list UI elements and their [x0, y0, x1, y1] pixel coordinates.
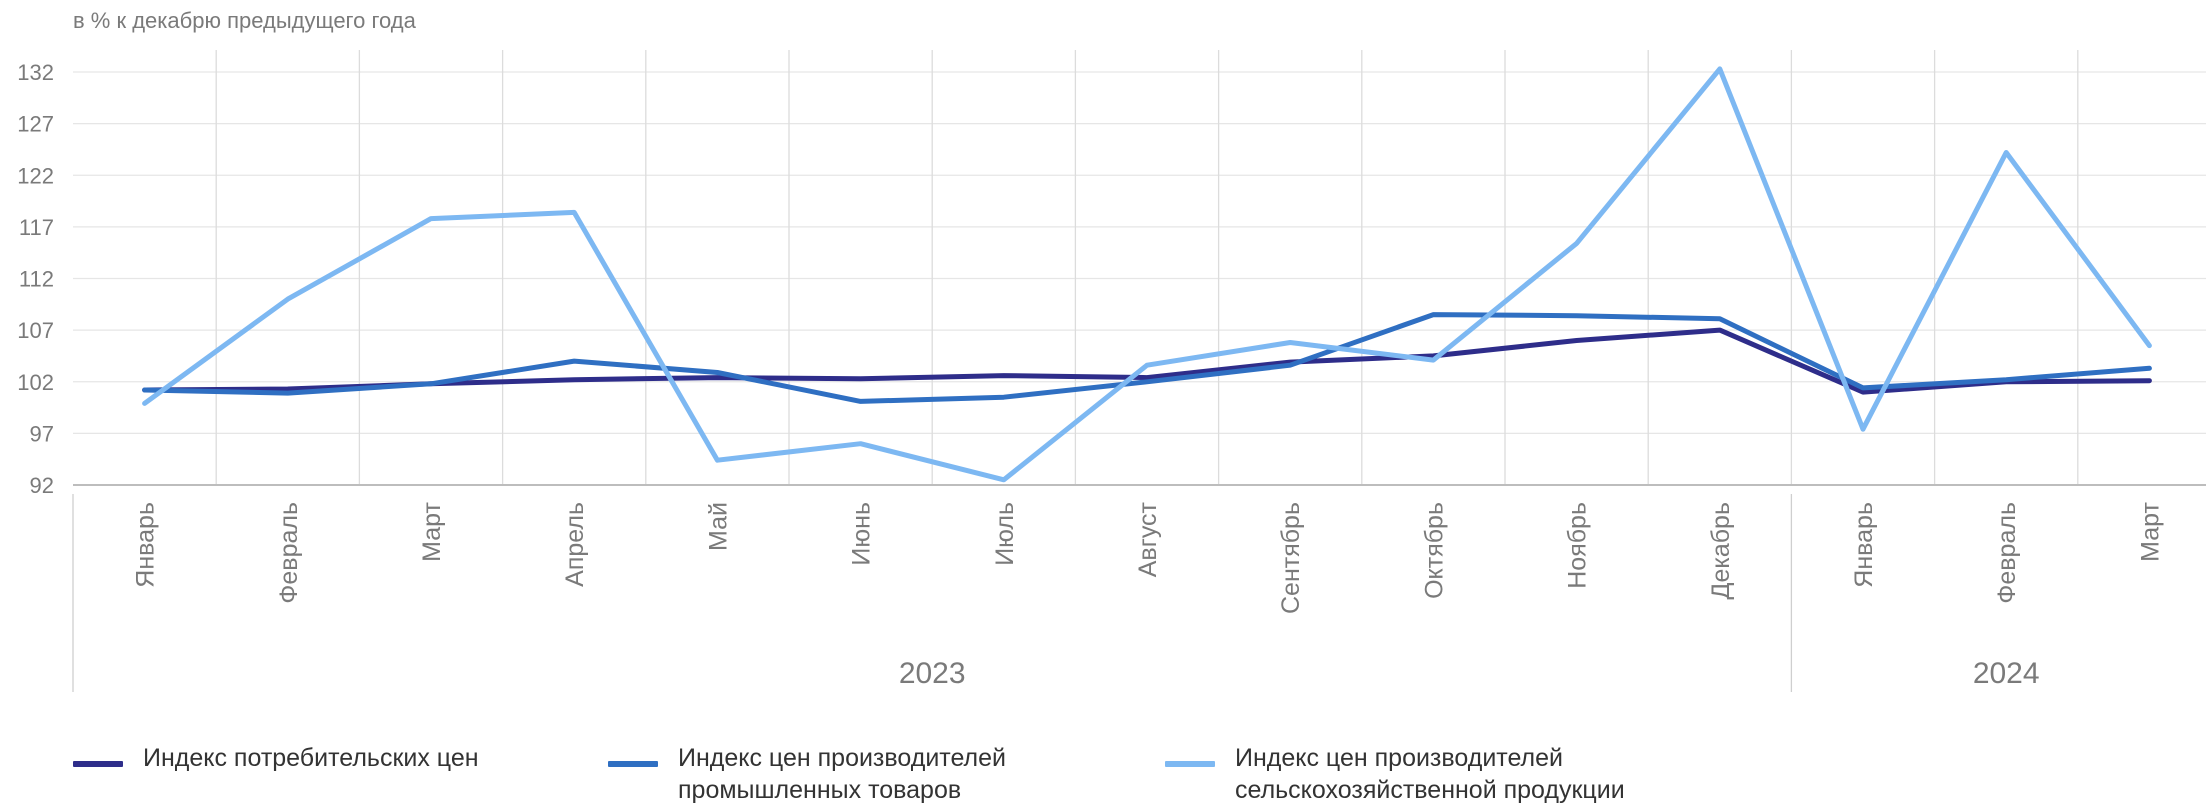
legend-label-ppi-industry: Индекс цен производителей промышленных т…	[678, 744, 1007, 804]
x-tick-label: Март	[418, 501, 446, 561]
legend-item-ppi-industry: Индекс цен производителей промышленных т…	[608, 742, 1006, 806]
tick-labels: 92 97 102 107 112 117 122 127 132 Январь Февраль Ма…	[17, 60, 2164, 690]
y-tick-label: 132	[17, 60, 54, 85]
x-tick-label: Август	[1134, 501, 1162, 577]
x-tick-label: Октябрь	[1420, 502, 1448, 599]
x-tick-label: Апрель	[561, 502, 589, 587]
legend-swatch-ppi-industry	[608, 761, 658, 767]
y-tick-label: 112	[19, 267, 54, 292]
series-line-ppi_agri	[142, 66, 2152, 483]
legend-swatch-cpi	[73, 761, 123, 767]
legend-item-ppi-agri: Индекс цен производителей сельскохозяйст…	[1165, 742, 1625, 806]
x-tick-label: Ноябрь	[1564, 502, 1592, 589]
x-tick-label: Июль	[991, 502, 1019, 566]
line-chart: 92 97 102 107 112 117 122 127 132 Январь Февраль Ма…	[17, 50, 2206, 692]
gridlines	[73, 50, 2206, 485]
y-tick-label: 92	[30, 473, 54, 498]
x-tick-label: Декабрь	[1707, 502, 1735, 599]
y-tick-label: 117	[19, 215, 54, 240]
x-tick-label: Июнь	[848, 502, 876, 566]
x-tick-label: Февраль	[275, 502, 303, 604]
legend: Индекс потребительских цен Индекс цен пр…	[0, 742, 2206, 807]
legend-item-cpi: Индекс потребительских цен	[73, 742, 479, 774]
y-tick-label: 107	[17, 318, 54, 343]
legend-label-ppi-agri: Индекс цен производителей сельскохозяйст…	[1235, 744, 1625, 804]
year-group-label: 2023	[899, 657, 966, 690]
y-tick-label: 127	[17, 112, 54, 137]
legend-label-cpi: Индекс потребительских цен	[143, 744, 479, 772]
series-line-ppi_industry	[142, 312, 2152, 404]
axes	[72, 484, 2206, 692]
x-tick-label: Сентябрь	[1277, 502, 1305, 614]
y-tick-label: 122	[17, 163, 54, 188]
legend-swatch-ppi-agri	[1165, 761, 1215, 767]
x-tick-label: Январь	[132, 502, 160, 588]
series-line-cpi	[142, 327, 2152, 395]
x-tick-label: Март	[2136, 501, 2164, 561]
series-lines	[142, 66, 2152, 483]
x-tick-label: Январь	[1850, 502, 1878, 588]
y-tick-label: 102	[17, 370, 54, 395]
x-tick-label: Февраль	[1993, 502, 2021, 604]
x-tick-label: Май	[704, 502, 732, 551]
y-tick-label: 97	[30, 421, 54, 446]
y-axis-unit-label: в % к декабрю предыдущего года	[73, 8, 416, 33]
year-group-label: 2024	[1973, 657, 2040, 690]
